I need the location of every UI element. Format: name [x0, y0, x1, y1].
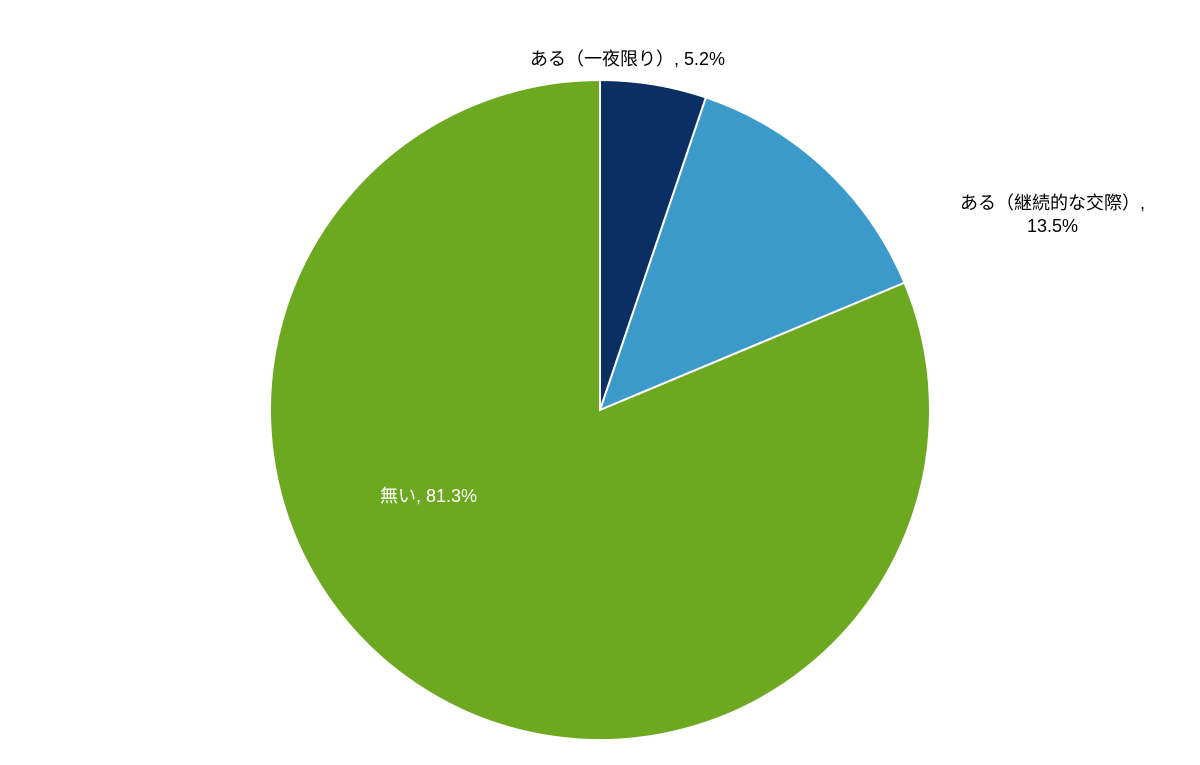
slice-label-1: ある（継続的な交際）, 13.5%	[960, 192, 1145, 239]
slice-label-2: 無い, 81.3%	[380, 485, 477, 508]
slice-label-2-text: 無い, 81.3%	[380, 486, 477, 506]
pie-chart-container: ある（一夜限り）, 5.2% ある（継続的な交際）, 13.5% 無い, 81.…	[0, 0, 1200, 765]
slice-label-0-text: ある（一夜限り）, 5.2%	[530, 49, 725, 69]
slice-label-1-line1: ある（継続的な交際）,	[960, 193, 1145, 213]
slice-label-1-line2: 13.5%	[1027, 216, 1078, 236]
pie-chart-svg	[0, 0, 1200, 765]
slice-label-0: ある（一夜限り）, 5.2%	[530, 48, 725, 71]
